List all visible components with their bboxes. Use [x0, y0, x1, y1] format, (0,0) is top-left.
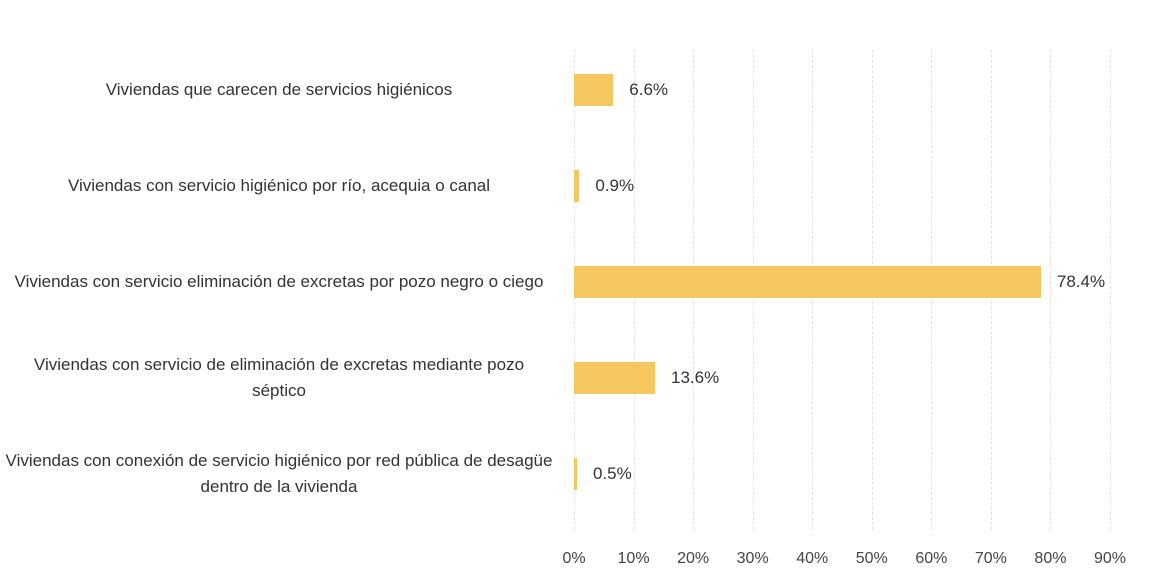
category-label: Viviendas con servicio eliminación de ex… — [14, 272, 544, 291]
bar — [574, 362, 655, 394]
category-label: Viviendas con servicio higiénico por río… — [67, 176, 491, 195]
value-label: 13.6% — [670, 368, 720, 387]
value-label: 0.9% — [595, 176, 635, 195]
category-label: Viviendas con conexión de servicio higié… — [5, 451, 553, 496]
x-tick-label: 0% — [562, 550, 586, 567]
grid-line — [1050, 50, 1052, 530]
x-tick-label: 30% — [736, 550, 769, 567]
value-label: 0.5% — [592, 464, 632, 483]
x-tick-label: 80% — [1034, 550, 1067, 567]
value-label: 78.4% — [1056, 272, 1106, 291]
x-tick-label: 20% — [677, 550, 710, 567]
x-tick-label: 70% — [974, 550, 1007, 567]
grid-line — [1110, 50, 1111, 530]
x-tick-label: 10% — [617, 550, 650, 567]
bar — [574, 74, 614, 106]
category-label: Viviendas que carecen de servicios higié… — [105, 80, 453, 99]
bar — [574, 266, 1041, 298]
bar — [574, 458, 577, 490]
x-tick-label: 60% — [915, 550, 948, 567]
x-tick-label: 40% — [796, 550, 829, 567]
category-label: Viviendas con servicio de eliminación de… — [33, 355, 525, 400]
value-label: 6.6% — [629, 80, 669, 99]
x-tick-label: 90% — [1093, 550, 1127, 567]
bar — [574, 170, 580, 202]
x-tick-label: 50% — [855, 550, 888, 567]
